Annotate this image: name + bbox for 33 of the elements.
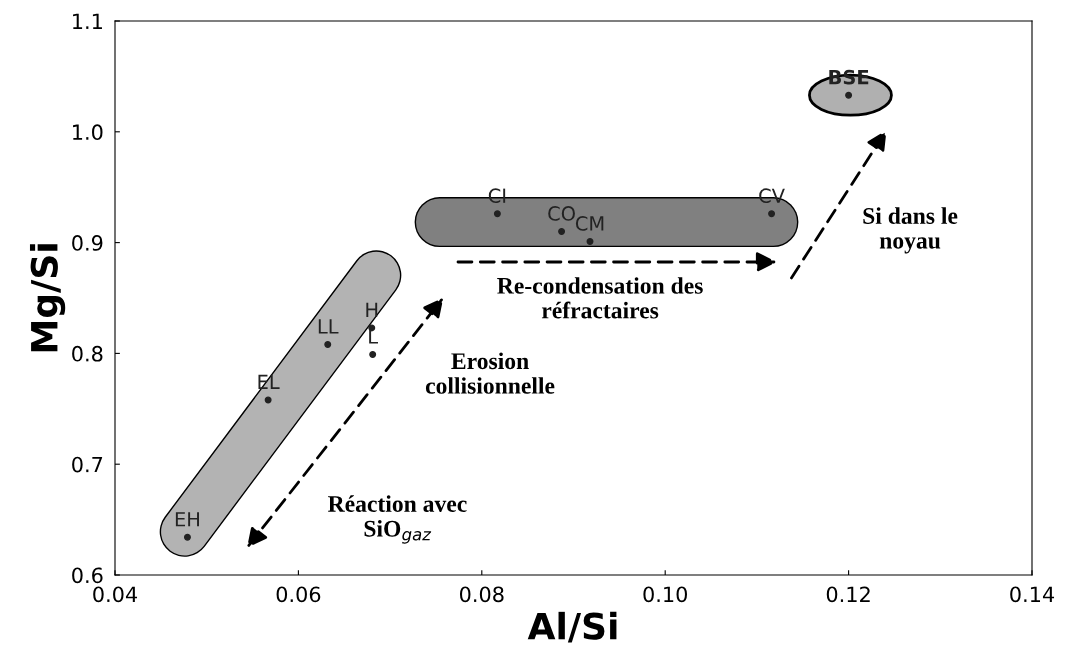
x-tick-label: 0.14 — [1010, 586, 1055, 603]
data-label: L — [369, 329, 378, 344]
annotation: Réaction avec SiO$_{gaz}$ — [328, 495, 467, 544]
y-tick-label: 0.9 — [72, 235, 103, 251]
point — [264, 396, 272, 404]
annotation: Erosion collisionnelle — [425, 352, 555, 394]
x-tick-label: 0.08 — [459, 586, 504, 603]
point — [369, 351, 377, 358]
y-tick-label: 0.8 — [72, 345, 103, 362]
point — [493, 210, 501, 218]
point — [183, 533, 191, 541]
x-axis-title: Al/Si — [527, 611, 617, 643]
data-label: EH — [175, 512, 199, 527]
x-tick-label: 0.12 — [826, 586, 870, 603]
y-tick-label: 1.1 — [73, 13, 102, 29]
y-tick-label: 0.6 — [72, 567, 103, 584]
point — [768, 210, 776, 218]
data-label: CM — [575, 216, 604, 231]
y-tick-label: 0.7 — [72, 456, 103, 473]
point — [586, 238, 594, 245]
point — [845, 91, 853, 99]
annotation: Re-condensation des réfractaires — [497, 277, 703, 319]
y-tick-label: 1.0 — [73, 124, 103, 141]
data-label: LL — [318, 319, 339, 334]
y-axis-title: Mg/Si — [29, 244, 66, 352]
annotation: Si dans le noyau — [863, 207, 958, 254]
data-label: H — [366, 302, 378, 317]
point — [558, 228, 566, 235]
data-label: CO — [548, 206, 575, 221]
x-tick-label: 0.06 — [276, 586, 321, 603]
x-tick-label: 0.04 — [93, 586, 138, 603]
x-tick-label: 0.10 — [643, 586, 688, 603]
point — [324, 341, 332, 349]
